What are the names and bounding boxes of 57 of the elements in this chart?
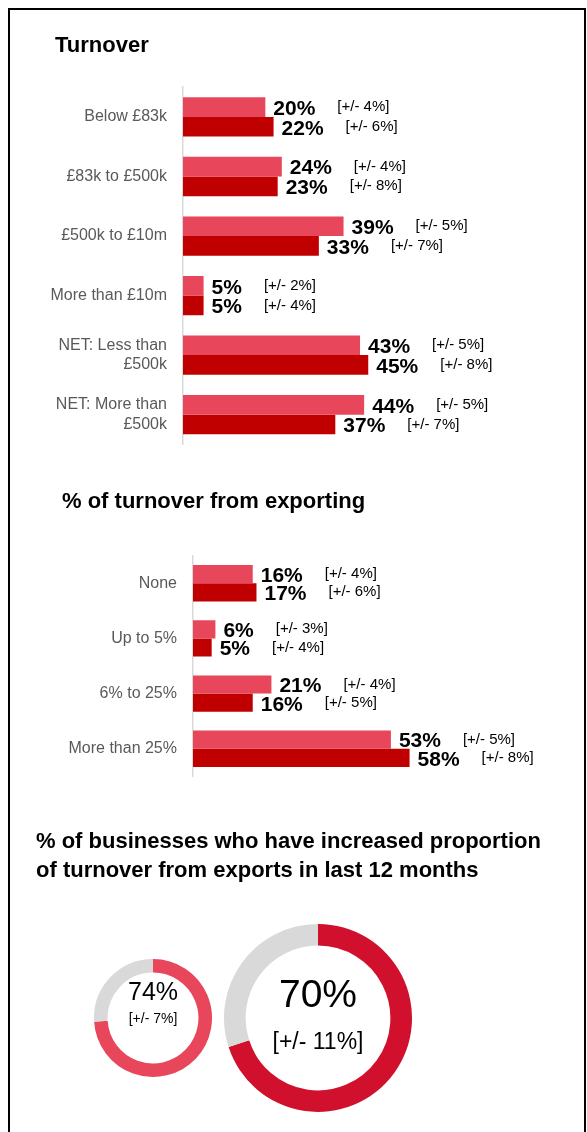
data-label: 70% — [278, 972, 358, 1016]
bar — [183, 394, 365, 415]
bar — [183, 295, 204, 316]
text: [+/- 7%] — [407, 414, 460, 432]
annotation: [+/- 4%] — [272, 637, 325, 655]
bar — [183, 216, 344, 237]
text: % of businesses who have increased proportion of turnover from exports in last 12 months — [36, 827, 542, 884]
data-label: 74% — [127, 977, 179, 1006]
y-tick-label: £83k to £500k — [66, 166, 168, 184]
bar — [193, 564, 253, 584]
text: [+/- 11%] — [272, 1027, 364, 1054]
annotation: [+/- 6%] — [328, 582, 381, 600]
bar — [193, 583, 257, 602]
bar — [193, 748, 410, 768]
annotation: [+/- 2%] — [263, 275, 317, 293]
bar — [183, 355, 369, 375]
y-tick-label: £500k to £10m — [61, 226, 167, 244]
bar — [183, 335, 361, 356]
bar — [183, 116, 274, 137]
bar — [183, 156, 282, 177]
text: [+/- 5%] — [432, 335, 485, 353]
text: [+/- 5%] — [415, 216, 468, 234]
y-tick-label: 6% to 25% — [99, 684, 177, 702]
bar — [183, 414, 336, 435]
annotation: [+/- 8%] — [349, 176, 402, 194]
bar — [193, 675, 272, 694]
chart-title: Turnover — [55, 31, 149, 59]
y-tick-label: None — [138, 573, 178, 591]
text: [+/- 7%] — [128, 1010, 178, 1027]
bar — [193, 620, 216, 639]
bar — [183, 275, 204, 296]
annotation: [+/- 5%] — [324, 692, 377, 710]
text: [+/- 8%] — [440, 355, 493, 373]
annotation: [+/- 3%] — [275, 619, 328, 637]
annotation: [+/- 6%] — [345, 116, 398, 134]
annotation: [+/- 4%] — [343, 674, 396, 692]
y-tick-label: Up to 5% — [111, 628, 177, 646]
text: [+/- 8%] — [481, 748, 534, 766]
y-tick-label: NET: More than £500k — [55, 395, 168, 432]
annotation: [+/- 4%] — [337, 97, 390, 115]
annotation: [+/- 4%] — [324, 564, 377, 582]
y-tick-label: Below £83k — [84, 107, 168, 125]
bar — [193, 730, 391, 749]
y-tick-label: More than £10m — [50, 285, 167, 303]
bar — [193, 693, 253, 712]
bar — [193, 638, 212, 657]
annotation: [+/- 4%] — [353, 156, 406, 174]
y-tick-label: More than 25% — [68, 739, 177, 757]
text: [+/- 5%] — [462, 729, 516, 747]
chart-title: % of turnover from exporting — [62, 487, 366, 515]
text: [+/- 5%] — [436, 394, 489, 412]
annotation: [+/- 4%] — [263, 295, 317, 313]
text: [+/- 7%] — [390, 236, 443, 253]
bar — [183, 176, 278, 197]
bar — [183, 97, 266, 117]
bar — [183, 236, 319, 256]
y-tick-label: NET: Less than £500k — [58, 335, 168, 373]
